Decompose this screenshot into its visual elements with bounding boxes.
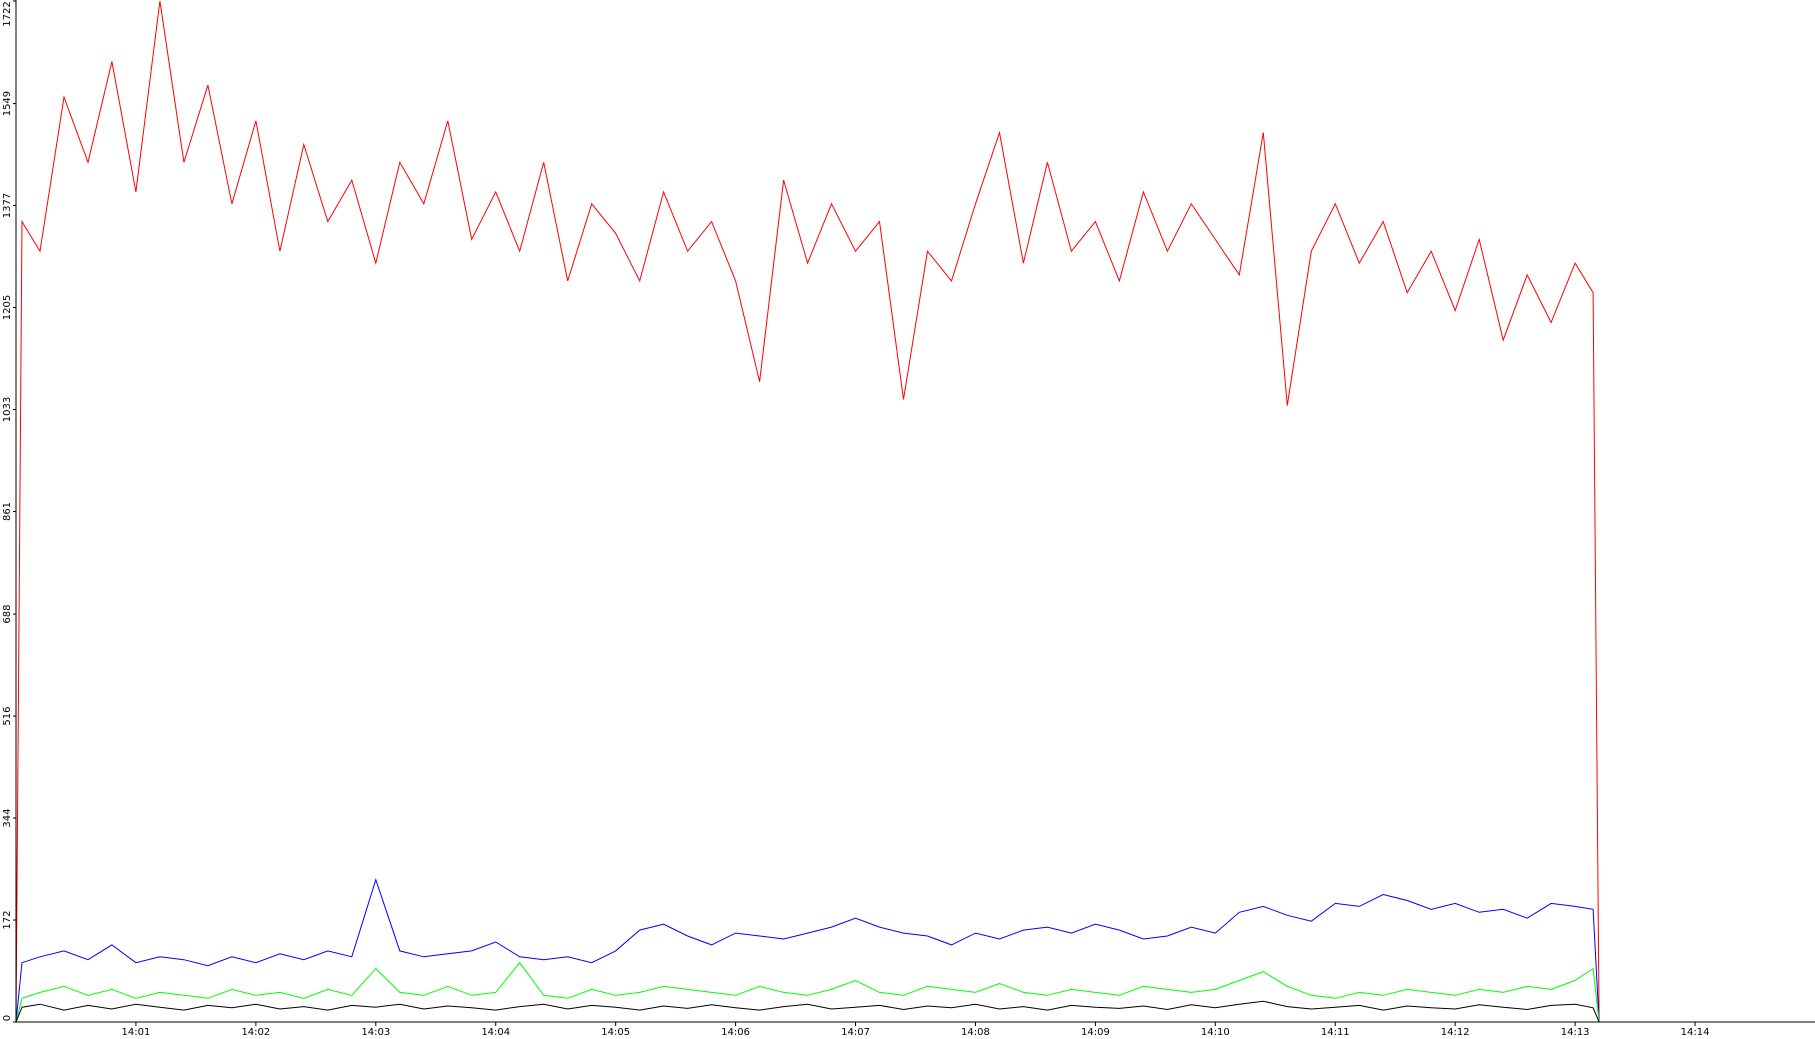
x-tick-label: 14:10 (1201, 1027, 1230, 1038)
x-tick-label: 14:01 (122, 1027, 151, 1038)
x-tick-label: 14:13 (1561, 1027, 1590, 1038)
x-tick-label: 14:03 (361, 1027, 390, 1038)
y-tick-label: 688 (2, 605, 13, 624)
series-line (15, 878, 1600, 1023)
x-tick-label: 14:14 (1681, 1027, 1710, 1038)
series-line (15, 1000, 1600, 1023)
y-tick-label: 0 (2, 1015, 13, 1021)
y-tick-label: 344 (2, 808, 13, 827)
x-tick-label: 14:12 (1441, 1027, 1470, 1038)
y-tick-label: 1377 (2, 193, 13, 218)
x-tick-label: 14:05 (601, 1027, 630, 1038)
x-tick-label: 14:11 (1321, 1027, 1350, 1038)
x-tick-label: 14:08 (961, 1027, 990, 1038)
y-tick-label: 1205 (2, 295, 13, 320)
series-line (15, 0, 1600, 1023)
y-tick-label: 1033 (2, 397, 13, 422)
y-tick-label: 1722 (2, 1, 13, 26)
y-tick-label: 1549 (2, 91, 13, 116)
x-tick-label: 14:04 (481, 1027, 510, 1038)
y-tick-label: 516 (2, 707, 13, 726)
x-tick-label: 14:06 (721, 1027, 750, 1038)
series-line (15, 961, 1600, 1023)
x-tick-label: 14:07 (841, 1027, 870, 1038)
x-tick-label: 14:09 (1081, 1027, 1110, 1038)
y-tick-label: 172 (2, 910, 13, 929)
y-tick-label: 861 (2, 502, 13, 521)
x-tick-label: 14:02 (241, 1027, 270, 1038)
